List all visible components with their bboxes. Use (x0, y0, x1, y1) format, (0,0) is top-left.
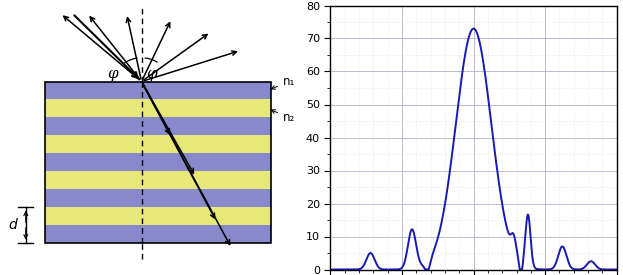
Bar (45, 117, 271, 135)
Text: φ: φ (147, 67, 158, 81)
Text: φ: φ (108, 67, 118, 81)
Text: d: d (8, 218, 17, 232)
Text: n₂: n₂ (272, 110, 295, 124)
Text: n₁: n₁ (272, 75, 295, 89)
Bar (45, 135, 271, 153)
Bar (45, 171, 271, 189)
Bar (45, 189, 271, 207)
Bar (45, 100, 271, 117)
Bar (45, 81, 271, 100)
Bar (45, 207, 271, 225)
Bar (45, 153, 271, 171)
Bar (45, 225, 271, 243)
Bar (45, 81, 271, 243)
